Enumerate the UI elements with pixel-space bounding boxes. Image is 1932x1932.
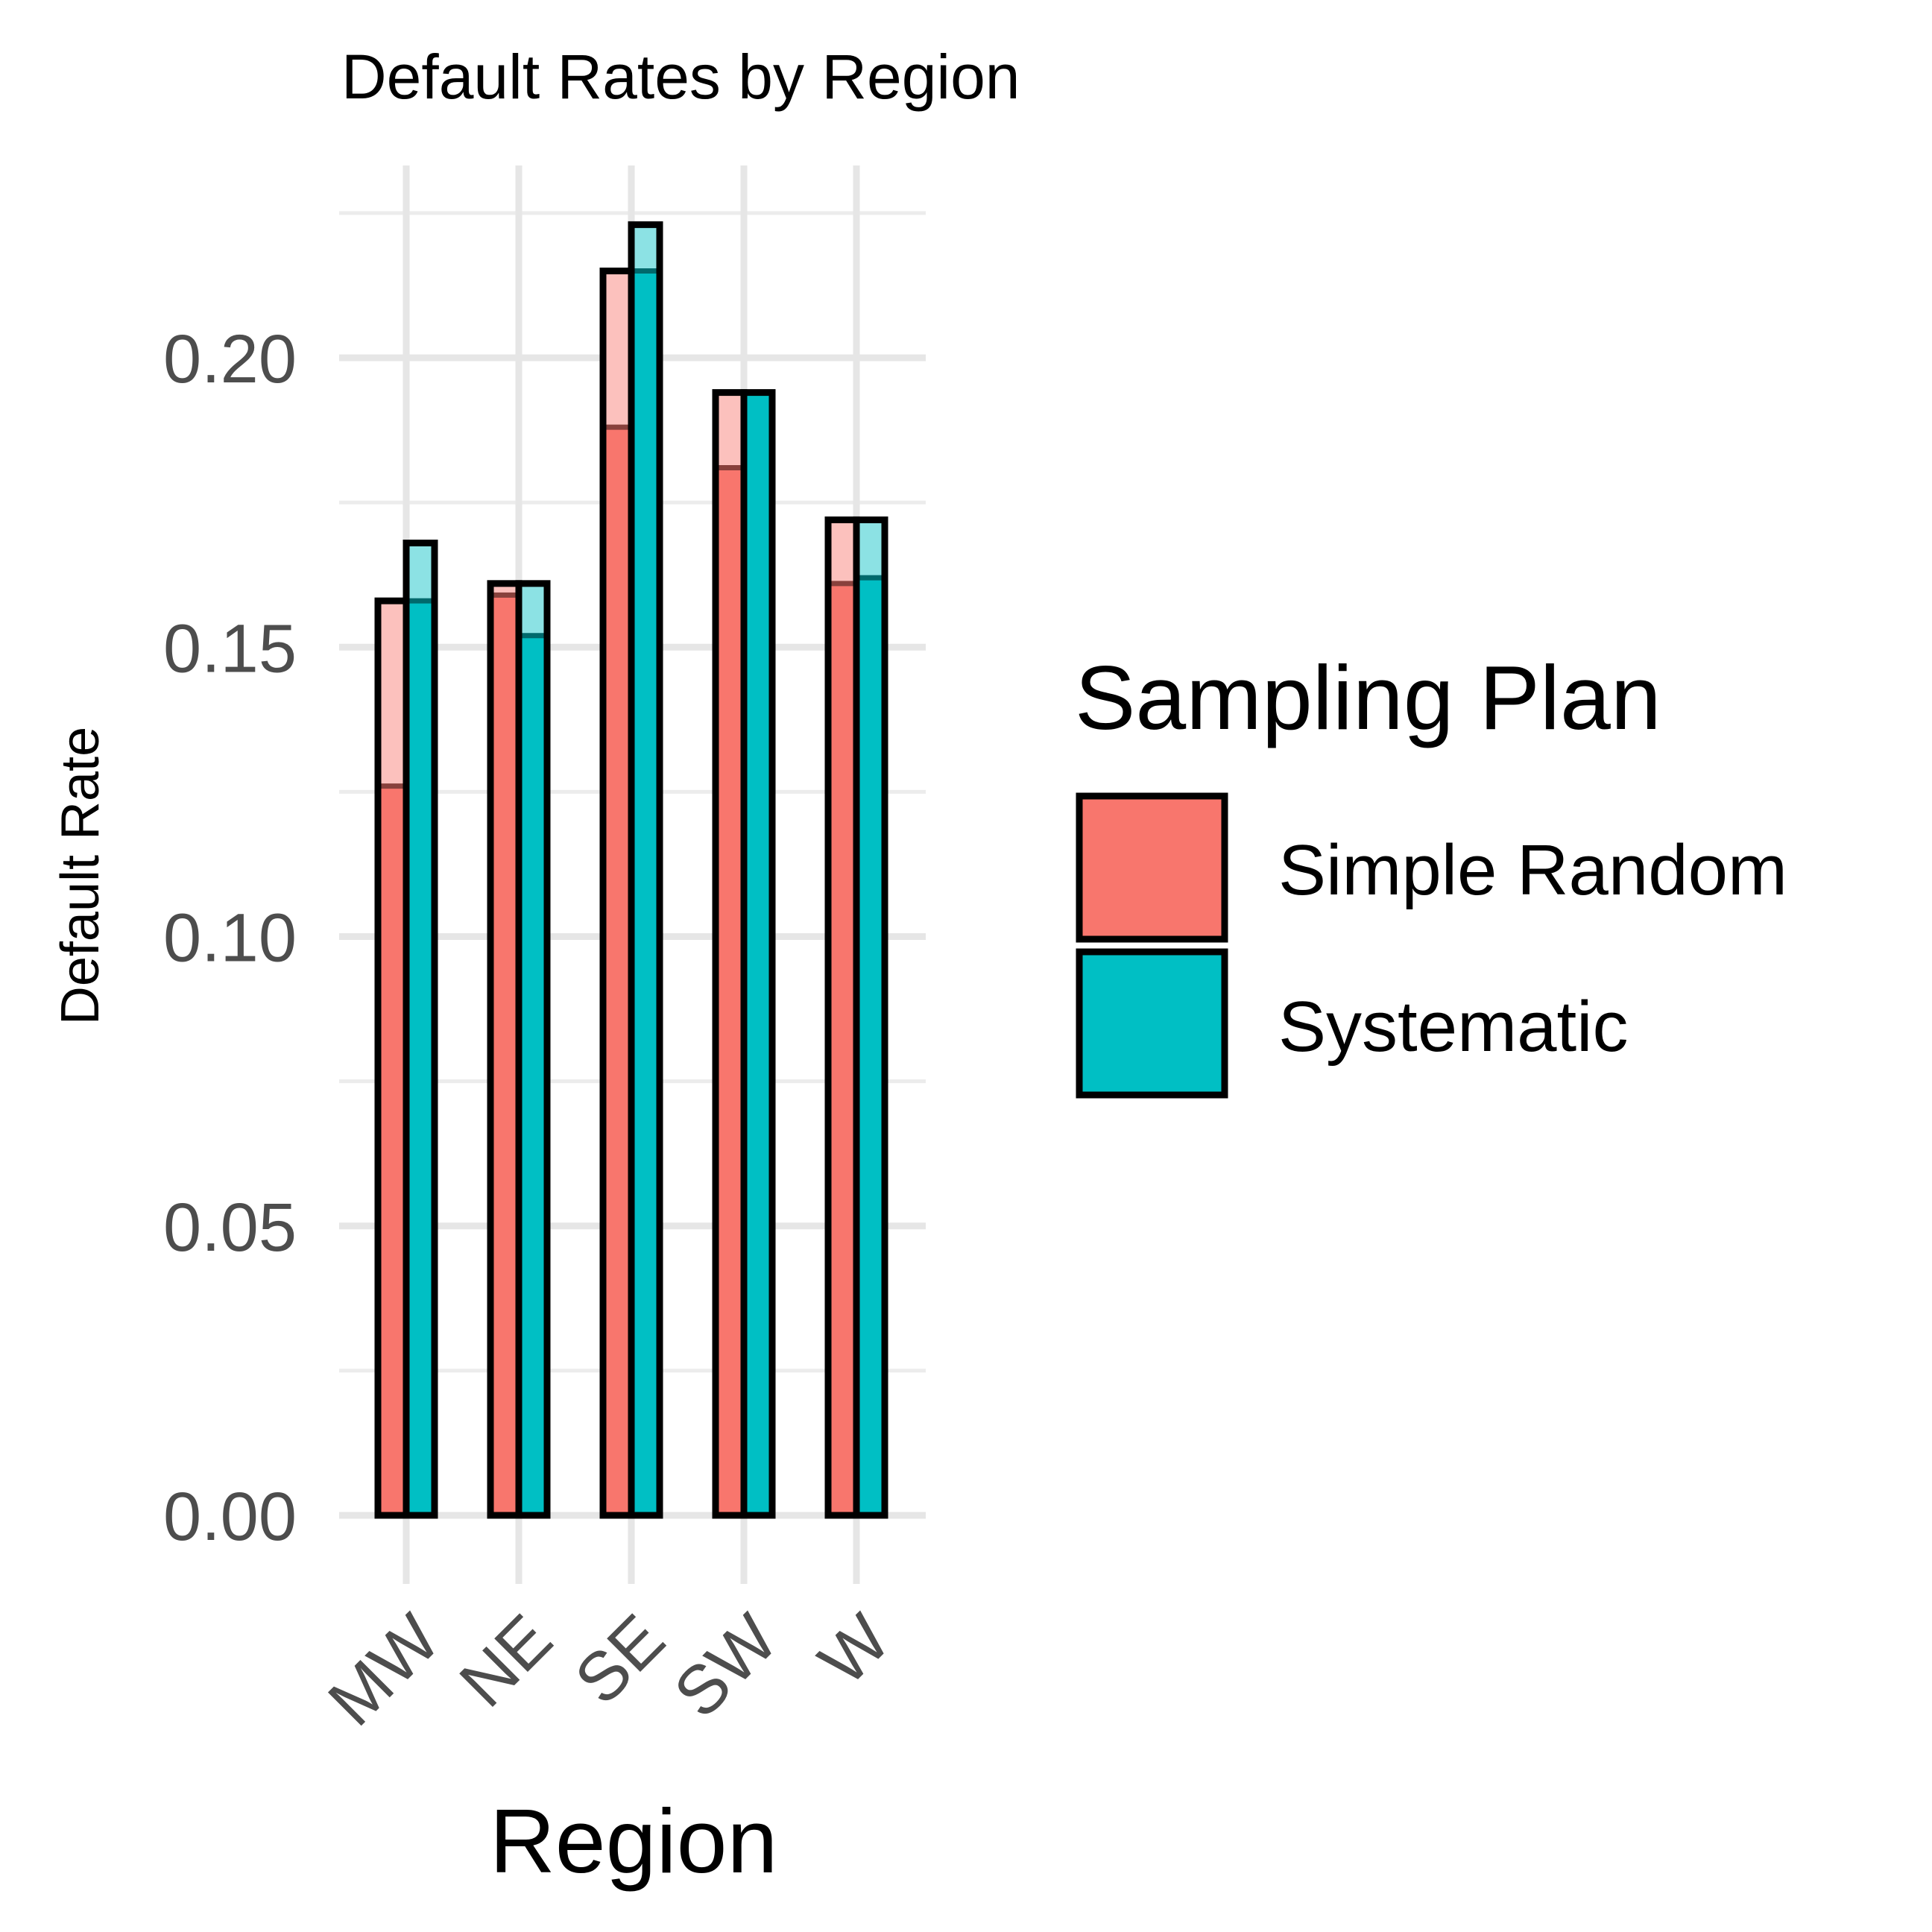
- bar-inner-systematic-ne: [519, 635, 547, 1515]
- x-tick-label: W: [805, 1600, 905, 1700]
- legend-label-simple-random: Simple Random: [1278, 830, 1787, 910]
- y-tick-label: 0.15: [163, 610, 297, 686]
- bar-inner-systematic-se: [631, 271, 660, 1515]
- legend-key-simple-random: [1076, 792, 1228, 943]
- bar-outline-systematic-sw: [740, 389, 776, 1519]
- bar-inner-simple-random-se: [603, 427, 631, 1516]
- bar-inner-simple-random-mw: [378, 786, 406, 1515]
- bar-inner-systematic-mw: [406, 601, 435, 1515]
- bar-inner-systematic-sw: [744, 392, 772, 1515]
- x-axis-label: Region: [490, 1790, 778, 1892]
- bar-outline-systematic-se: [628, 221, 663, 1519]
- bar-outline-systematic-mw: [402, 539, 438, 1519]
- y-tick-label: 0.10: [163, 900, 297, 976]
- bars: [374, 221, 888, 1519]
- legend: Sampling Plan Simple Random Systematic: [1075, 647, 1787, 1099]
- x-tick-label: SW: [660, 1600, 792, 1732]
- y-tick-label: 0.20: [163, 321, 297, 397]
- bar-inner-simple-random-sw: [716, 467, 744, 1516]
- legend-label-systematic: Systematic: [1278, 987, 1628, 1067]
- chart-title: Default Rates by Region: [341, 42, 1020, 112]
- legend-title: Sampling Plan: [1075, 647, 1661, 748]
- x-tick-label: MW: [314, 1600, 454, 1740]
- y-tick-label: 0.05: [163, 1190, 297, 1266]
- bar-outline-systematic-ne: [515, 580, 551, 1519]
- legend-key-systematic: [1076, 948, 1228, 1099]
- y-axis-label: Default Rate: [51, 727, 110, 1025]
- bar-outline-systematic-w: [853, 516, 888, 1519]
- x-tick-label: SE: [561, 1600, 679, 1719]
- y-tick-label: 0.00: [163, 1479, 297, 1555]
- x-tick-label: NE: [446, 1600, 567, 1722]
- bar-inner-simple-random-ne: [490, 595, 519, 1515]
- bar-inner-systematic-w: [856, 578, 885, 1515]
- y-axis-ticks: 0.00 0.05 0.10 0.15 0.20: [163, 321, 297, 1555]
- bar-inner-simple-random-w: [828, 583, 856, 1516]
